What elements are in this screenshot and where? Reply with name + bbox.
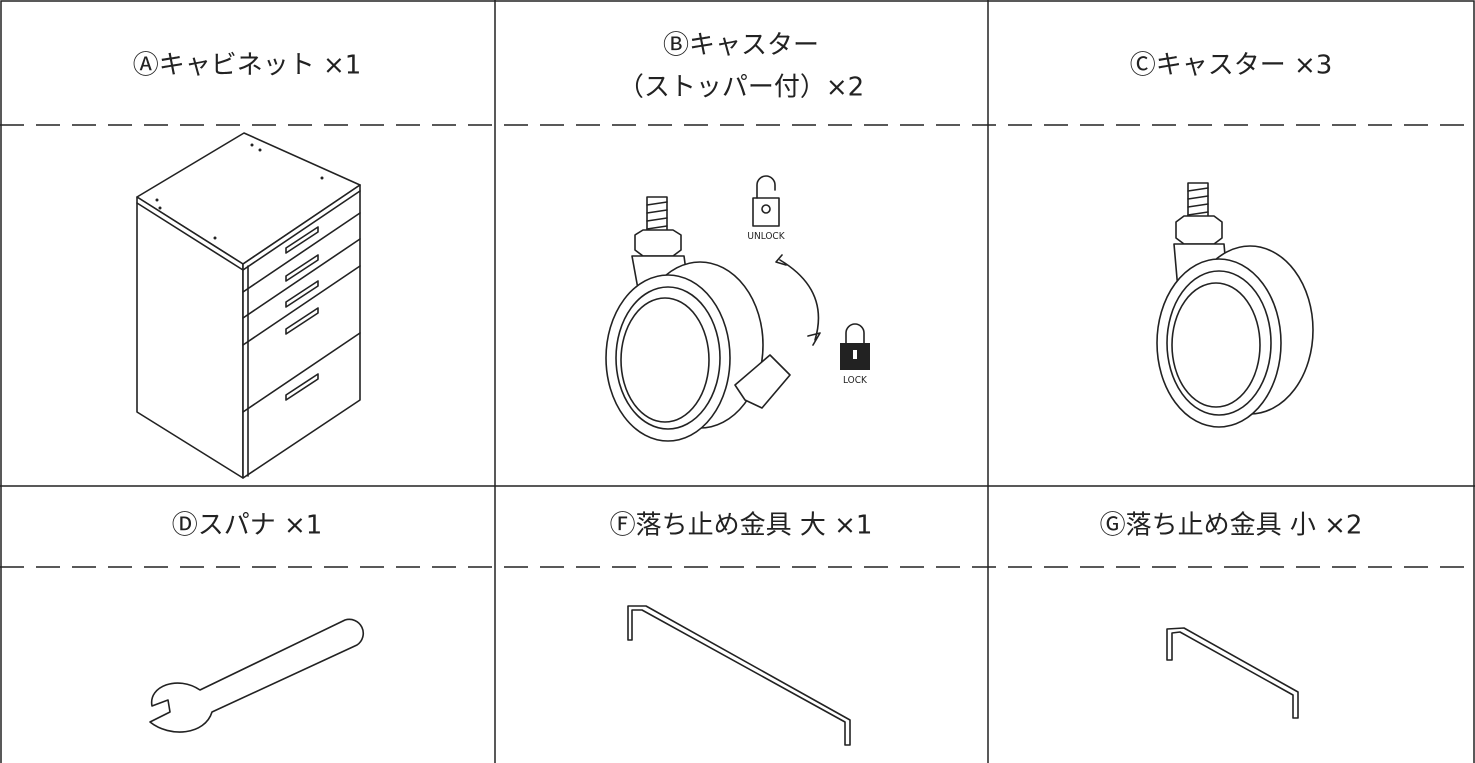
unlock-label: UNLOCK <box>747 231 785 242</box>
lock-label: LOCK <box>843 375 868 386</box>
spanner <box>149 618 364 733</box>
stopper-bracket-small <box>1166 627 1299 719</box>
caster-with-stopper: UNLOCK LOCK <box>605 175 870 442</box>
caster <box>1156 182 1314 428</box>
cabinet-illustration <box>136 132 361 479</box>
part-label: Ⓒキャスター ×3 <box>1130 51 1333 81</box>
part-label: Ⓑキャスター <box>663 31 819 61</box>
part-label: Ⓐキャビネット ×1 <box>133 51 362 81</box>
part-label: （ストッパー付）×2 <box>618 73 864 103</box>
part-label: Ⓓスパナ ×1 <box>172 511 323 541</box>
part-label: Ⓖ落ち止め金具 小 ×2 <box>1100 511 1363 541</box>
stopper-bracket-large <box>627 605 851 746</box>
part-label: Ⓕ落ち止め金具 大 ×1 <box>610 511 873 541</box>
